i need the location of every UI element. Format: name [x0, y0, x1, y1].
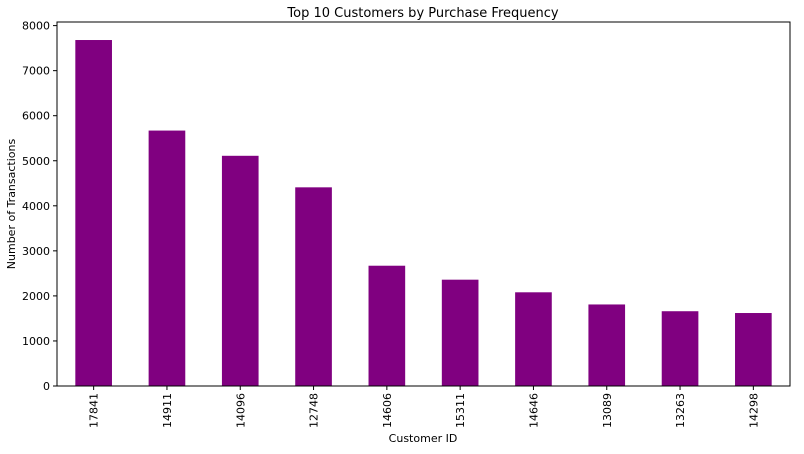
x-tick-label: 15311 [454, 393, 467, 428]
bar-12748 [295, 187, 332, 386]
y-tick-label: 2000 [22, 290, 50, 303]
y-tick-label: 7000 [22, 65, 50, 78]
x-tick-label: 14646 [527, 393, 540, 428]
bar-14646 [515, 292, 552, 386]
x-tick-label: 13263 [674, 393, 687, 428]
bar-17841 [75, 40, 112, 386]
bar-13263 [661, 311, 699, 386]
bar-14096 [221, 155, 259, 386]
bar-15311 [441, 279, 479, 386]
bar-14911 [148, 130, 186, 386]
chart-title: Top 10 Customers by Purchase Frequency [286, 6, 559, 21]
bar-14606 [368, 265, 406, 386]
y-tick-label: 5000 [22, 155, 50, 168]
plot-area [75, 40, 772, 386]
y-tick-label: 3000 [22, 245, 50, 258]
y-tick-label: 6000 [22, 110, 50, 123]
x-tick-label: 14911 [161, 393, 174, 428]
y-axis-label: Number of Transactions [5, 139, 18, 270]
bar-14298 [735, 313, 772, 386]
x-tick-label: 17841 [88, 393, 101, 428]
y-tick-label: 0 [43, 380, 50, 393]
x-tick-label: 13089 [601, 393, 614, 428]
bar-13089 [588, 304, 626, 386]
y-tick-label: 8000 [22, 20, 50, 33]
x-axis: 17841 14911 14096 12748 14606 15311 14646 13089… [88, 386, 760, 428]
x-tick-label: 14298 [747, 393, 760, 428]
y-axis: 0 1000 2000 3000 4000 5000 6000 7000 8000 [22, 20, 57, 393]
x-tick-label: 12748 [308, 393, 321, 428]
x-tick-label: 14606 [381, 393, 394, 428]
y-tick-label: 4000 [22, 200, 50, 213]
x-axis-label: Customer ID [389, 432, 458, 445]
y-tick-label: 1000 [22, 335, 50, 348]
x-tick-label: 14096 [234, 393, 247, 428]
plot-frame [56, 21, 791, 387]
